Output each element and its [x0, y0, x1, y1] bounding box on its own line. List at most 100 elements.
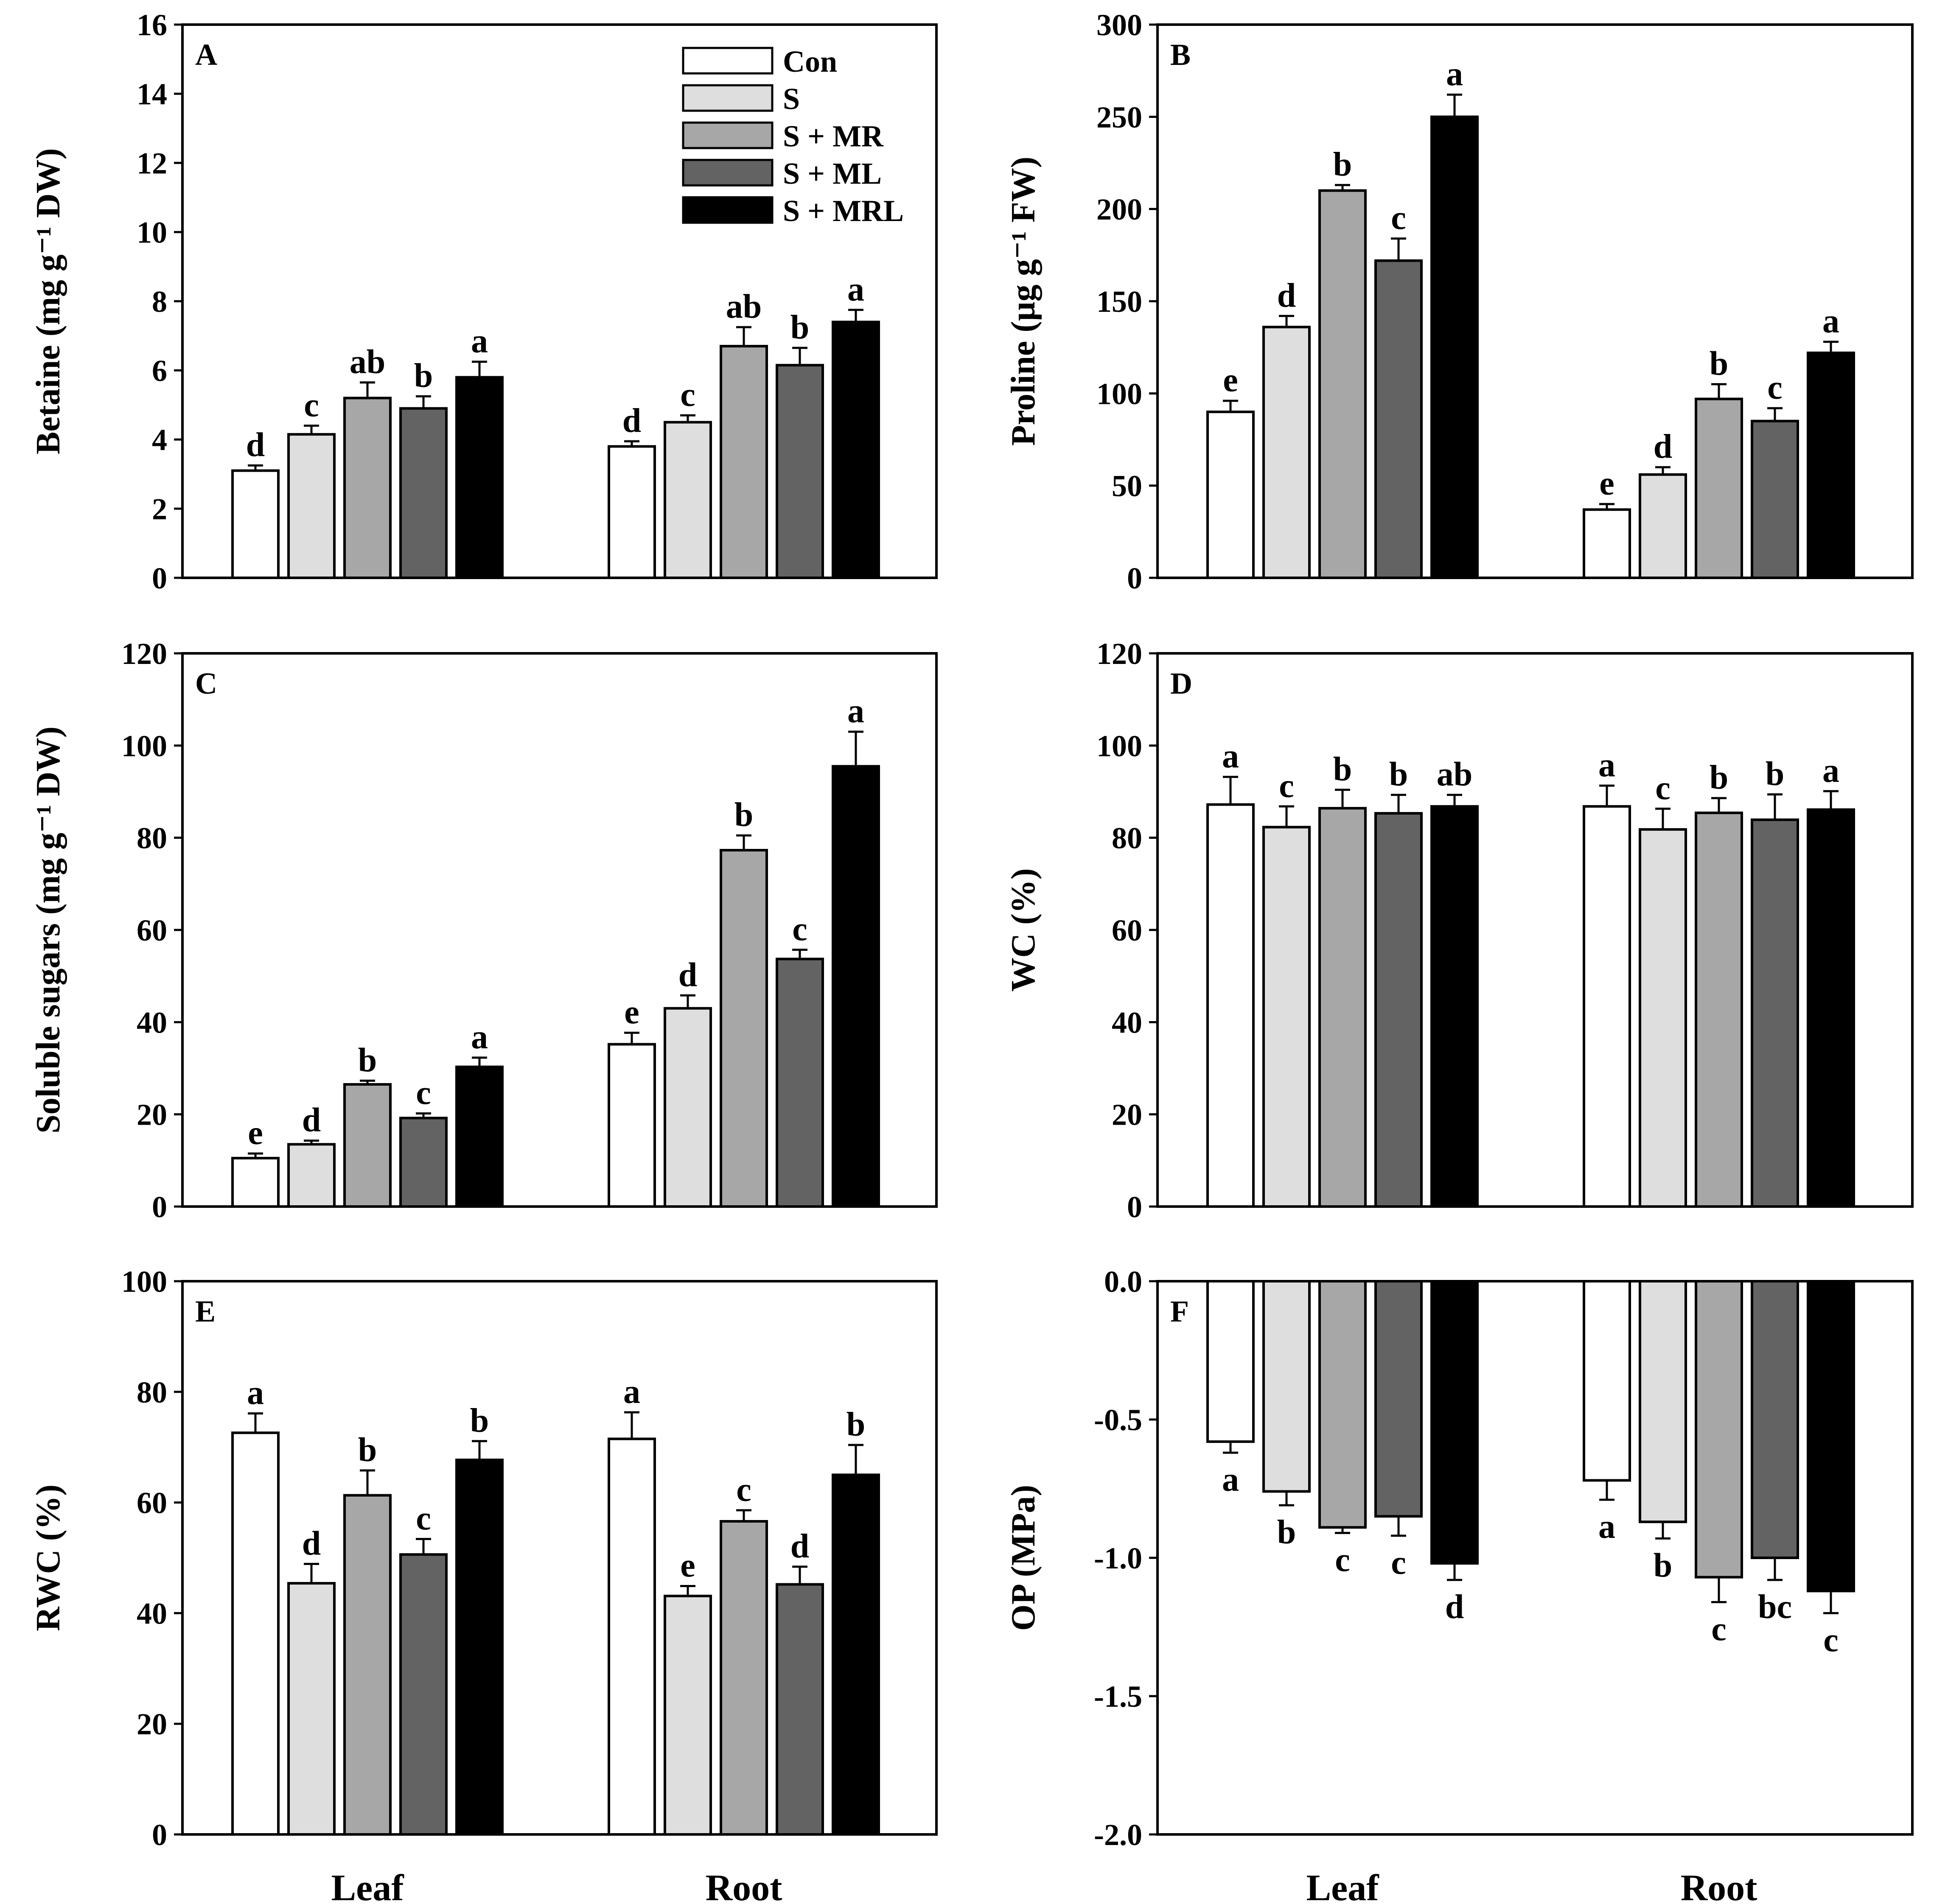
y-tick-label: 0	[1127, 1190, 1142, 1224]
y-tick-label: 20	[1112, 1098, 1142, 1132]
y-axis-title: RWC (%)	[30, 1484, 67, 1631]
y-tick-label: 120	[1096, 637, 1142, 671]
significance-label: c	[1279, 767, 1294, 805]
y-tick-label: -2.0	[1094, 1818, 1142, 1852]
significance-label: e	[624, 994, 639, 1031]
bar-e-leaf-3	[343, 1494, 392, 1836]
significance-label: d	[302, 1525, 321, 1562]
y-tick-label: -0.5	[1094, 1403, 1142, 1437]
y-tick-label: 60	[1112, 913, 1142, 947]
bar-a-leaf-4	[399, 407, 448, 580]
significance-label: b	[1333, 751, 1352, 788]
bar-c-root-4	[776, 958, 824, 1208]
bar-f-leaf-5	[1430, 1280, 1479, 1565]
bar-c-leaf-2	[287, 1143, 336, 1208]
bar-e-leaf-1	[231, 1431, 280, 1836]
y-tick-label: 300	[1096, 8, 1142, 42]
bar-b-leaf-1	[1206, 410, 1255, 579]
significance-label: a	[1598, 1508, 1615, 1546]
bar-a-root-5	[832, 320, 880, 579]
y-tick-label: 50	[1112, 469, 1142, 503]
y-tick-label: 0	[152, 561, 167, 595]
bar-c-root-2	[664, 1007, 712, 1208]
y-tick-label: 80	[137, 821, 167, 855]
bar-f-leaf-2	[1262, 1280, 1311, 1493]
bar-e-leaf-5	[455, 1459, 504, 1836]
bar-c-leaf-5	[455, 1065, 504, 1208]
bar-a-leaf-3	[343, 397, 392, 579]
significance-label: c	[680, 376, 695, 414]
bar-f-leaf-1	[1206, 1280, 1255, 1443]
y-tick-label: 0	[152, 1818, 167, 1852]
y-tick-label: 80	[1112, 821, 1142, 855]
panel-letter: A	[195, 38, 217, 72]
y-tick-label: 6	[152, 354, 167, 388]
y-axis-title: Proline (µg g⁻¹ FW)	[1005, 157, 1042, 446]
significance-label: a	[471, 1019, 488, 1056]
x-category-label: Leaf	[331, 1868, 404, 1904]
significance-label: b	[734, 796, 754, 834]
bar-e-leaf-2	[287, 1582, 336, 1836]
significance-label: c	[416, 1074, 431, 1112]
y-tick-label: 0	[152, 1190, 167, 1224]
significance-label: c	[1823, 1621, 1839, 1659]
y-tick-label: 80	[137, 1375, 167, 1409]
significance-label: b	[1333, 146, 1352, 183]
y-axis-title: Betaine (mg g⁻¹ DW)	[30, 148, 67, 454]
y-tick-label: 100	[121, 1265, 167, 1299]
significance-label: b	[1710, 345, 1729, 383]
significance-label: d	[678, 956, 698, 994]
bar-f-root-5	[1807, 1280, 1855, 1593]
bar-f-root-3	[1695, 1280, 1743, 1579]
bar-e-leaf-4	[399, 1553, 448, 1836]
significance-label: e	[248, 1114, 263, 1152]
significance-label: c	[736, 1471, 751, 1509]
significance-label: c	[1335, 1541, 1350, 1579]
legend-swatch	[682, 47, 774, 75]
legend-swatch	[682, 84, 774, 112]
panel-letter: F	[1170, 1294, 1189, 1328]
bar-a-leaf-1	[231, 469, 280, 579]
bar-d-root-1	[1583, 805, 1631, 1208]
y-tick-label: 40	[1112, 1005, 1142, 1039]
legend-label: S + MRL	[783, 194, 904, 228]
y-tick-label: 100	[1096, 377, 1142, 411]
bar-d-root-2	[1639, 828, 1687, 1208]
significance-label: b	[790, 309, 810, 346]
bar-c-leaf-4	[399, 1117, 448, 1208]
panel-letter: D	[1170, 666, 1192, 700]
bar-c-root-1	[608, 1043, 656, 1208]
significance-label: e	[1599, 465, 1614, 502]
bar-b-root-1	[1583, 508, 1631, 579]
significance-label: c	[304, 386, 319, 424]
bar-d-leaf-2	[1262, 826, 1311, 1208]
significance-label: b	[1654, 1547, 1673, 1584]
y-tick-label: 100	[121, 729, 167, 763]
y-tick-label: 60	[137, 913, 167, 947]
legend-label: S	[783, 82, 800, 116]
bar-a-root-2	[664, 421, 712, 579]
significance-label: d	[790, 1528, 810, 1565]
bar-f-leaf-4	[1374, 1280, 1423, 1518]
significance-label: c	[1711, 1610, 1727, 1648]
y-tick-label: 8	[152, 285, 167, 319]
significance-label: b	[1389, 756, 1408, 793]
significance-label: a	[1446, 56, 1463, 93]
significance-label: a	[471, 323, 488, 360]
y-axis-title: WC (%)	[1005, 868, 1042, 991]
significance-label: b	[1766, 756, 1785, 793]
bar-e-root-5	[832, 1473, 880, 1836]
bar-a-root-1	[608, 445, 656, 580]
significance-label: d	[1445, 1588, 1464, 1626]
bar-f-root-4	[1751, 1280, 1799, 1559]
significance-label: e	[680, 1547, 695, 1585]
bar-d-leaf-1	[1206, 803, 1255, 1208]
significance-label: a	[1598, 747, 1615, 784]
significance-label: d	[622, 402, 642, 440]
bar-d-leaf-3	[1318, 807, 1367, 1208]
y-tick-label: 12	[137, 146, 167, 180]
bar-b-root-4	[1751, 420, 1799, 579]
bar-a-leaf-5	[455, 376, 504, 579]
significance-label: a	[1822, 752, 1839, 790]
